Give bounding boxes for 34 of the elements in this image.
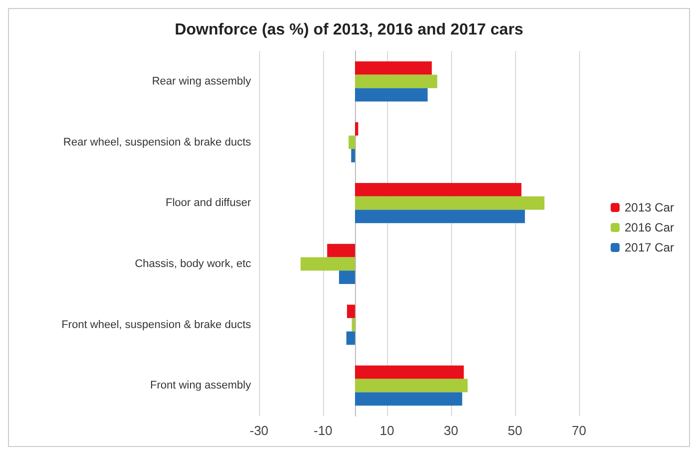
bar [355,196,544,210]
x-tick-label: 10 [380,423,394,438]
bar [346,331,355,345]
y-tick-label: Floor and diffuser [166,197,252,210]
bar [355,74,438,88]
bar [355,88,428,102]
y-tick-label: Front wheel, suspension & brake ducts [61,318,252,331]
bar [355,392,462,406]
legend-label: 2013 Car [624,200,674,214]
bar [351,148,355,162]
chart-title: Downforce (as %) of 2013, 2016 and 2017 cars [174,22,524,38]
bar [355,61,432,75]
x-tick-label: -10 [314,423,332,438]
bar [339,270,355,284]
bar [352,318,355,332]
bar [355,122,358,136]
x-tick-label: 30 [444,423,458,438]
bar [355,378,468,392]
x-tick-label: 50 [508,423,522,438]
bar [355,183,522,196]
y-tick-label: Rear wheel, suspension & brake ducts [63,136,252,148]
x-tick-label: -30 [250,423,268,438]
y-tick-label: Front wing assembly [150,380,252,392]
y-tick-label: Chassis, body work, etc [134,258,252,270]
bar [355,210,525,224]
bar [347,304,355,318]
y-tick-label: Rear wing assembly [152,75,252,88]
legend-label: 2017 Car [624,240,674,254]
bar [327,244,355,258]
bar [348,136,355,149]
bar [300,257,355,271]
bar [355,366,464,379]
x-tick-label: 70 [572,423,586,438]
legend-label: 2016 Car [624,220,674,234]
